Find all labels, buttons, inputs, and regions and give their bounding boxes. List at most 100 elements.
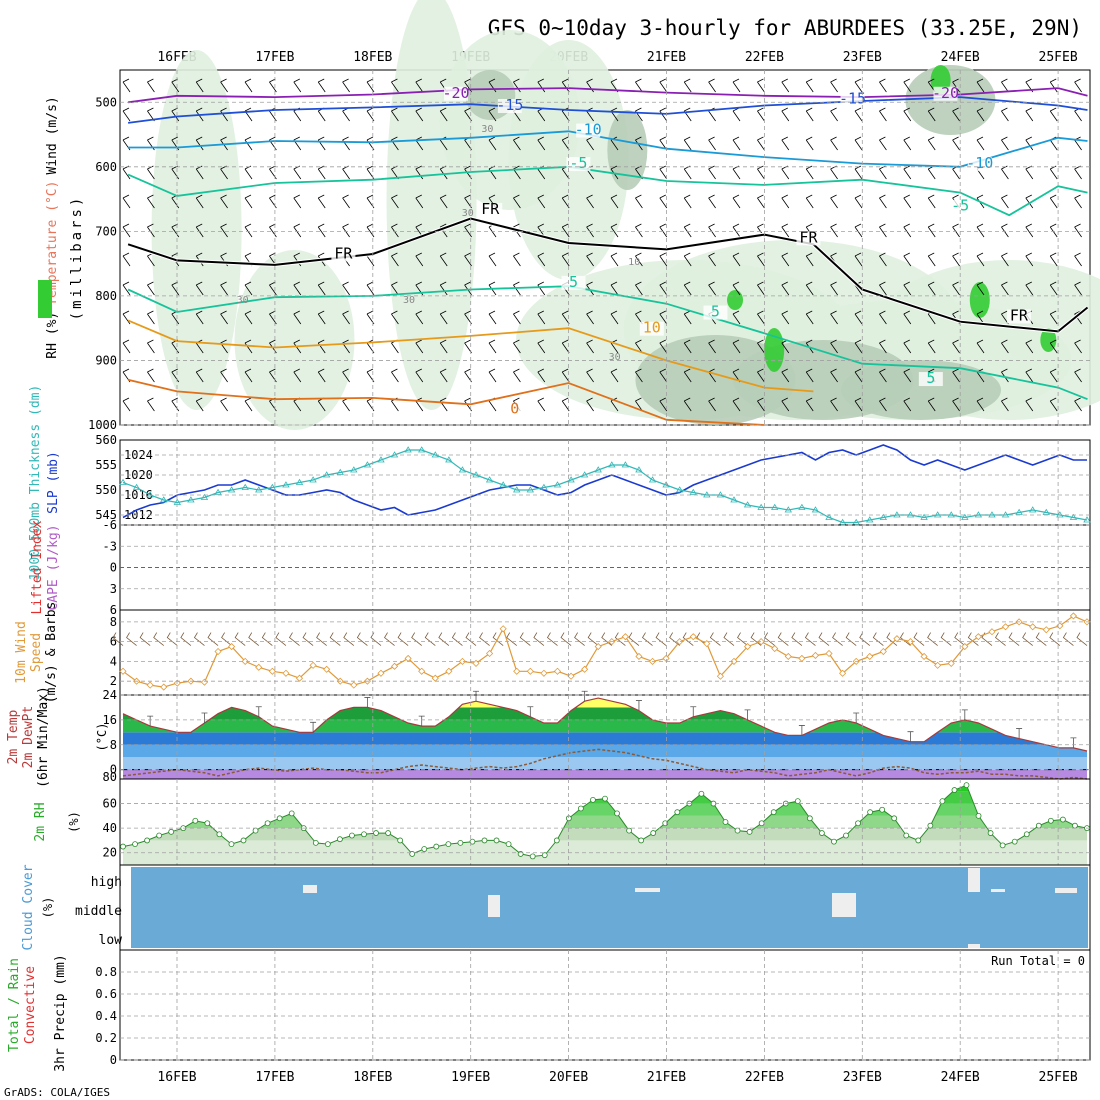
wind-barb — [757, 194, 765, 209]
contour-label-bg — [576, 123, 601, 138]
wind-barb — [830, 136, 838, 151]
wind-barb — [659, 194, 668, 209]
wind-barb — [854, 165, 863, 180]
wind-barb — [122, 194, 131, 209]
wind-barb — [586, 78, 594, 93]
wind-barb — [513, 252, 521, 267]
x-tick-label: 23FEB — [843, 50, 882, 65]
series-point — [879, 513, 888, 520]
contour-label-bg — [566, 157, 591, 172]
wind-barb — [805, 136, 814, 151]
wind-barb — [586, 223, 594, 238]
contour-label-bg — [918, 372, 943, 387]
bottom-date-labels: 16FEB 17FEB 18FEB 19FEB 20FEB 21FEB 22FEB 23FEB… — [157, 1070, 1077, 1085]
contour-label: -20 — [932, 84, 959, 102]
y-tick-label: 8 — [110, 615, 117, 629]
wind-barb — [781, 397, 790, 412]
y-axis-label-group: 2m RH — [33, 802, 48, 841]
contour-label-bg — [1006, 309, 1031, 324]
minmax-bar — [1070, 737, 1077, 748]
wind-barb — [954, 632, 966, 646]
wind-barb — [610, 310, 619, 325]
contour-label: -10 — [575, 121, 602, 139]
wind-barb — [757, 78, 765, 93]
series-point — [513, 486, 521, 493]
series-point — [350, 681, 358, 689]
y-tick-label: 545 — [95, 508, 117, 522]
series-point — [377, 456, 385, 463]
y-tick-label: 80 — [103, 770, 117, 784]
series-point — [794, 798, 801, 805]
wind-barb — [1074, 78, 1082, 93]
wind-barb — [147, 223, 155, 238]
series-point — [373, 830, 379, 836]
minmax-bar — [907, 731, 914, 742]
series-point — [722, 819, 729, 825]
wind-barb — [488, 368, 497, 383]
series-point — [1060, 816, 1066, 823]
wind-barb — [234, 632, 246, 646]
series-point — [541, 852, 548, 859]
wind-barb — [537, 397, 546, 412]
wind-barb — [830, 339, 838, 354]
series-point — [214, 647, 222, 656]
x-tick-label: 25FEB — [1039, 1070, 1078, 1085]
wind-barb — [708, 136, 716, 151]
series-point — [614, 810, 620, 817]
series-point — [757, 638, 765, 646]
wind-barb — [391, 223, 399, 238]
series-point — [309, 661, 317, 669]
y-tick-label: 700 — [95, 224, 117, 238]
series-point — [214, 488, 222, 495]
wind-barb — [293, 281, 302, 296]
wind-barb — [791, 632, 803, 646]
y-tick-label: 550 — [95, 483, 117, 497]
series-point — [481, 837, 488, 844]
wind-barb — [513, 136, 521, 151]
series-point — [567, 672, 575, 680]
series-point — [843, 832, 849, 839]
wind-barb — [415, 107, 424, 122]
wind-barb — [244, 136, 253, 151]
series-point — [513, 667, 521, 675]
wind-barb — [757, 339, 765, 354]
wind-barb — [342, 368, 350, 383]
wind-barb — [415, 310, 424, 325]
wind-barb — [293, 339, 302, 354]
contour-label-bg — [840, 92, 865, 107]
series-point — [1083, 516, 1091, 523]
wind-barb — [220, 194, 228, 209]
cloud-cover-fill — [131, 867, 1088, 948]
wind-barb — [244, 397, 253, 412]
wind-barb — [995, 632, 1006, 646]
y-axis-label-part: Wind (m/s) — [45, 96, 60, 174]
wind-barb — [854, 310, 863, 325]
y-tick-label: 20 — [103, 846, 117, 860]
y-axis-unit: 3hr Precip (mm) — [53, 954, 68, 1071]
temp2m-plot: 0 8 16 24 80 — [103, 688, 1090, 784]
wind-barb — [147, 397, 155, 412]
wind-barb — [830, 194, 838, 209]
series-point — [1001, 511, 1010, 518]
wind-barb — [872, 632, 884, 646]
series-point — [594, 466, 602, 473]
y-unit-group: 3hr Precip (mm) — [53, 954, 68, 1071]
series-point — [811, 506, 820, 513]
wind-barb — [439, 252, 448, 267]
series-point — [716, 491, 725, 498]
cloud-plot: high middle low — [75, 867, 1088, 948]
wind-barb — [903, 136, 912, 151]
wind-barb — [195, 136, 204, 151]
wind-barb — [659, 281, 668, 296]
wind-barb — [1008, 632, 1020, 646]
wind-barb — [832, 632, 843, 646]
wind-barb — [439, 281, 448, 296]
series-point — [1035, 822, 1042, 829]
x-tick-label: 21FEB — [647, 1070, 686, 1085]
contour-label: -15 — [839, 90, 866, 108]
wind-barb — [757, 368, 765, 383]
wind-barb — [366, 223, 375, 238]
series-point — [621, 633, 629, 641]
wind-barb — [610, 107, 619, 122]
wind-barb — [708, 252, 716, 267]
